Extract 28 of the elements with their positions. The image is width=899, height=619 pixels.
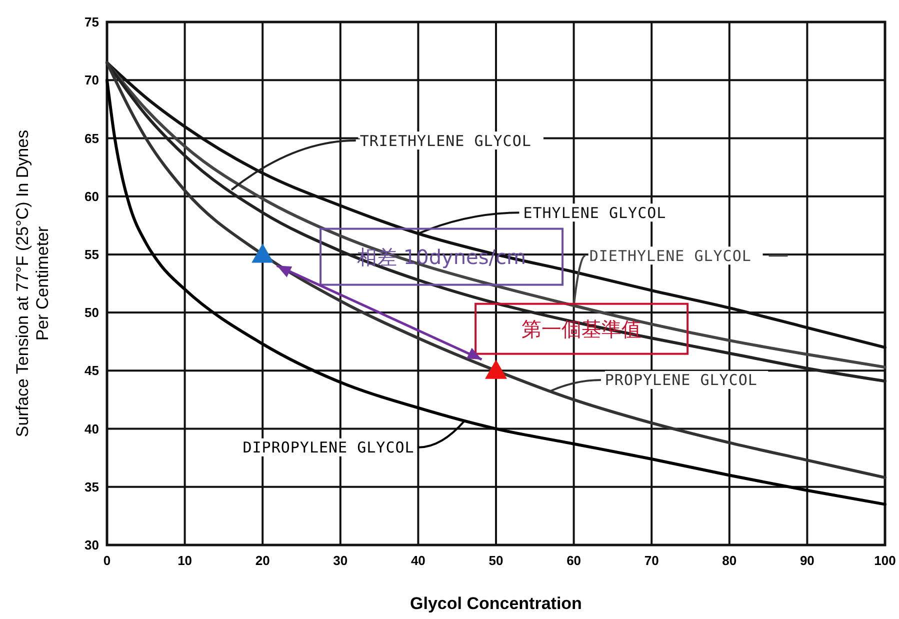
y-tick-label: 40 xyxy=(84,421,99,436)
y-tick-label: 30 xyxy=(84,538,99,553)
x-tick-label: 90 xyxy=(800,553,814,568)
y-tick-label: 45 xyxy=(84,363,99,378)
x-tick-label: 50 xyxy=(488,553,504,568)
y-tick-label: 75 xyxy=(84,14,99,30)
x-axis-title: Glycol Concentration xyxy=(410,594,582,613)
y-tick-label: 65 xyxy=(84,130,99,146)
x-tick-label: 40 xyxy=(410,553,426,568)
y-axis-title: Surface Tension at 77°F (25°C) In Dynes Per Centimeter xyxy=(13,130,52,438)
x-tick-label: 0 xyxy=(103,553,111,568)
text: ETHYLENE GLYCOL xyxy=(523,204,666,222)
y-tick-label: 50 xyxy=(84,305,99,320)
legend-label: PROPYLENE GLYCOL xyxy=(604,371,758,390)
x-tick-label: 10 xyxy=(178,553,192,568)
y-tick-label: 60 xyxy=(84,188,99,204)
y-tick-label: 70 xyxy=(84,72,99,88)
y-tick-label: 55 xyxy=(84,246,99,262)
x-tick-label: 20 xyxy=(255,553,270,568)
x-tick-label: 80 xyxy=(722,553,737,568)
x-tick-label: 30 xyxy=(333,553,348,568)
y-tick-label: 35 xyxy=(84,479,99,494)
x-tick-label: 70 xyxy=(644,553,659,568)
text: DIETHYLENE GLYCOL xyxy=(589,246,752,265)
x-tick-label: 60 xyxy=(566,553,582,568)
text: DIPROPYLENE GLYCOL xyxy=(242,438,414,457)
text: TRIETHYLENE GLYCOL xyxy=(360,132,532,150)
x-tick-label: 100 xyxy=(874,553,896,568)
